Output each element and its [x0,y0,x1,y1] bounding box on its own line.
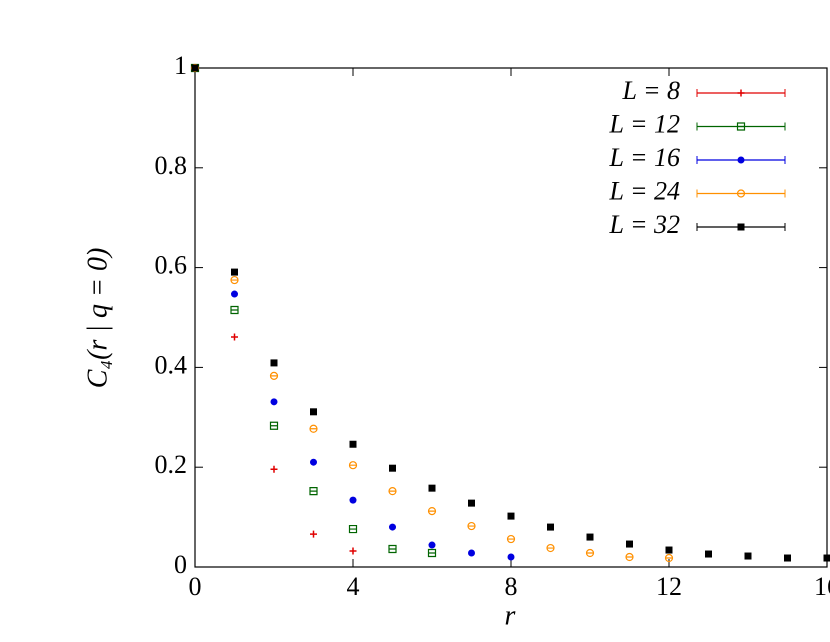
data-point [309,424,318,433]
data-point [468,499,475,507]
data-point [270,359,278,367]
data-point [388,544,397,554]
data-point [310,408,317,416]
data-point [230,275,239,285]
data-point [547,523,554,531]
data-point [823,554,830,562]
legend-marker [737,89,745,97]
data-point [625,552,634,562]
legend-marker [736,189,746,198]
y-tick-label: 0.4 [155,350,188,379]
data-point [428,484,436,492]
data-point [467,521,476,531]
y-tick-label: 0.6 [155,251,188,280]
data-point [310,458,317,466]
legend-label: L = 8 [621,76,680,105]
data-point [270,398,278,406]
data-point [468,549,476,557]
x-tick-label: 0 [189,572,202,601]
legend-marker [737,223,745,231]
data-point [507,553,515,561]
data-point [349,440,357,448]
data-point [269,421,279,430]
data-point [586,533,594,541]
data-point [507,512,515,520]
data-point [665,546,673,554]
data-point [784,554,791,562]
data-point [191,64,199,72]
data-point [427,548,437,558]
data-point [348,524,358,534]
x-tick-label: 12 [656,572,682,601]
plot-frame [194,67,828,568]
data-point [309,487,318,496]
legend-marker [736,122,746,131]
data-point [546,543,555,553]
legend-label: L = 32 [608,210,680,239]
data-point [231,268,238,276]
data-point [705,550,712,558]
data-point [269,371,279,380]
y-tick-label: 0.2 [155,450,188,479]
legend-label: L = 16 [608,143,680,172]
data-point [348,461,358,470]
data-point [506,534,516,544]
data-point [664,553,674,563]
data-point [388,487,397,496]
data-point [389,464,396,472]
legend-label: L = 12 [608,109,680,138]
y-tick-label: 1 [174,51,187,80]
data-point [585,548,595,558]
data-point [231,290,238,298]
data-point [270,465,278,473]
x-tick-label: 8 [505,572,518,601]
data-point [230,305,239,315]
y-tick-label: 0 [174,550,187,579]
data-point [231,333,238,341]
data-point [427,507,437,516]
y-tick-label: 0.8 [155,151,188,180]
data-point [428,541,436,549]
x-tick-label: 4 [347,572,360,601]
x-axis-label: r [505,600,516,631]
data-point [310,530,317,538]
legend-label: L = 24 [608,176,680,205]
data-point [349,547,357,555]
data-point [389,523,396,531]
x-tick-label: 16 [814,572,830,601]
data-point [349,496,357,504]
y-axis-label: C₄(r | q = 0) [82,248,113,389]
data-point [626,540,633,548]
data-point [744,552,752,560]
legend-marker [737,156,745,164]
